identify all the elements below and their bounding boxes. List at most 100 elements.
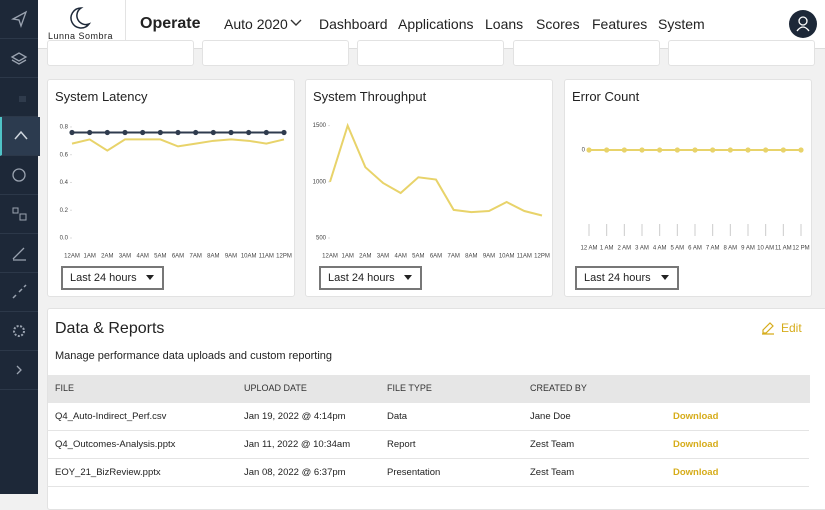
x-tick-label: 4 AM [653,246,667,252]
logo-icon [70,7,92,29]
nav-icon[interactable] [0,195,38,234]
nav-icon-active[interactable] [0,117,40,156]
nav-link[interactable]: Dashboard [319,16,388,32]
avatar[interactable] [789,10,817,38]
table-cell: Zest Team [530,439,575,450]
download-link[interactable]: Download [673,439,719,450]
x-tick-label: 12AM [322,254,338,260]
table-cell: Q4_Auto-Indirect_Perf.csv [55,411,167,422]
series-point [621,147,627,153]
x-tick-label: 11AM [259,254,274,260]
range-dropdown[interactable]: Last 24 hours [319,266,422,290]
series-point [104,129,110,136]
divider [125,0,126,48]
x-tick-label: 4AM [136,254,148,260]
summary-card [202,40,349,66]
range-dropdown[interactable]: Last 24 hours [61,266,164,290]
table-cell: Presentation [387,467,441,478]
table-header [48,375,810,403]
series-point [604,147,610,153]
nav-icon[interactable] [0,156,38,195]
x-tick-label: 6AM [430,254,442,260]
x-tick-label: 3 AM [635,246,649,252]
table-cell: Zest Team [530,467,575,478]
x-tick-label: 12 AM [580,246,597,252]
x-tick-label: 10 AM [757,246,774,252]
chart: 0.0 0.2 0.4 0.6 0.8 12AM 1AM 2AM 3AM 4AM 5AM 6AM 7AM… [60,125,292,260]
series-point [639,147,645,153]
nav-link[interactable]: Applications [398,16,474,32]
series-point [745,147,751,153]
x-tick-label: 2AM [101,254,113,260]
range-label: Last 24 hours [328,272,395,284]
brand: Lunna Sombra [48,31,114,41]
series-point [193,129,199,136]
nav-link[interactable]: Scores [536,16,580,32]
chart-card: System Latency 0.0 0.2 0.4 0.6 0.8 12AM 1AM 2AM 3… [47,79,295,297]
selector[interactable]: Auto 2020 [224,16,288,32]
x-tick-label: 12AM [64,254,80,260]
series-point [586,147,592,153]
series-point [210,129,216,136]
x-tick-label: 5 AM [670,246,684,252]
series-point [175,129,181,136]
x-tick-label: 12PM [276,254,292,260]
chart: 0 12 AM 1 AM 2 AM 3 AM 4 AM 5 AM 6 AM 7 AM 8 AM 9 … [580,147,810,252]
download-link[interactable]: Download [673,411,719,422]
x-tick-label: 11AM [517,254,532,260]
arrow [404,275,412,280]
series-point [692,147,698,153]
nav-icon[interactable] [0,39,38,78]
series-point [674,147,680,153]
series-point [798,147,804,153]
x-tick-label: 5AM [154,254,166,260]
table-cell: Jan 08, 2022 @ 6:37pm [244,467,346,478]
nav-icon[interactable] [0,78,38,117]
edit-icon[interactable] [761,321,775,335]
x-tick-label: 7 AM [706,246,720,252]
x-tick-label: 6AM [172,254,184,260]
reports-card: Data & Reports Edit Manage performance d… [47,308,825,510]
x-tick-label: 12PM [534,254,550,260]
nav-icon[interactable] [0,312,38,351]
series-point [763,147,769,153]
y-tick-label: 0.4 [60,180,69,186]
nav-icon[interactable] [0,351,38,390]
series-point [246,129,252,136]
chart-title: Error Count [572,89,640,104]
x-tick-label: 8 AM [723,246,737,252]
edit-link[interactable]: Edit [781,321,802,335]
download-link[interactable]: Download [673,467,719,478]
x-tick-label: 3AM [119,254,131,260]
nav-icon[interactable] [0,0,38,39]
y-tick-label: 500 [316,236,327,242]
nav-link[interactable]: Loans [485,16,524,32]
y-tick-label: 0.6 [60,152,69,158]
summary-card [668,40,815,66]
summary-card [513,40,660,66]
series-point [157,129,163,136]
nav-icon[interactable] [0,234,38,273]
x-tick-label: 6 AM [688,246,702,252]
chart: 500 1000 1500 12AM 1AM 2AM 3AM 4AM 5AM 6AM 7AM 8AM 9… [313,122,550,260]
x-tick-label: 7AM [447,254,459,260]
nav-icon[interactable] [0,273,38,312]
y-tick-label: 0.8 [60,125,69,131]
range-dropdown[interactable]: Last 24 hours [575,266,679,290]
chevron[interactable] [290,19,302,27]
nav-link[interactable]: System [658,16,705,32]
sidebar [0,0,40,494]
series-point [727,147,733,153]
series-point [87,129,93,136]
x-tick-label: 5AM [412,254,424,260]
series-point [263,129,269,136]
nav-link[interactable]: Features [592,16,648,32]
column-header: FILE [55,383,75,393]
series-point [69,129,75,136]
series-point [710,147,716,153]
chart-title: System Latency [55,89,148,104]
chart-card: Error Count 0 12 AM 1 AM 2 AM 3 AM 4 AM 5 AM 6 A… [564,79,812,297]
series-point [140,129,146,136]
x-tick-label: 1 AM [600,246,614,252]
